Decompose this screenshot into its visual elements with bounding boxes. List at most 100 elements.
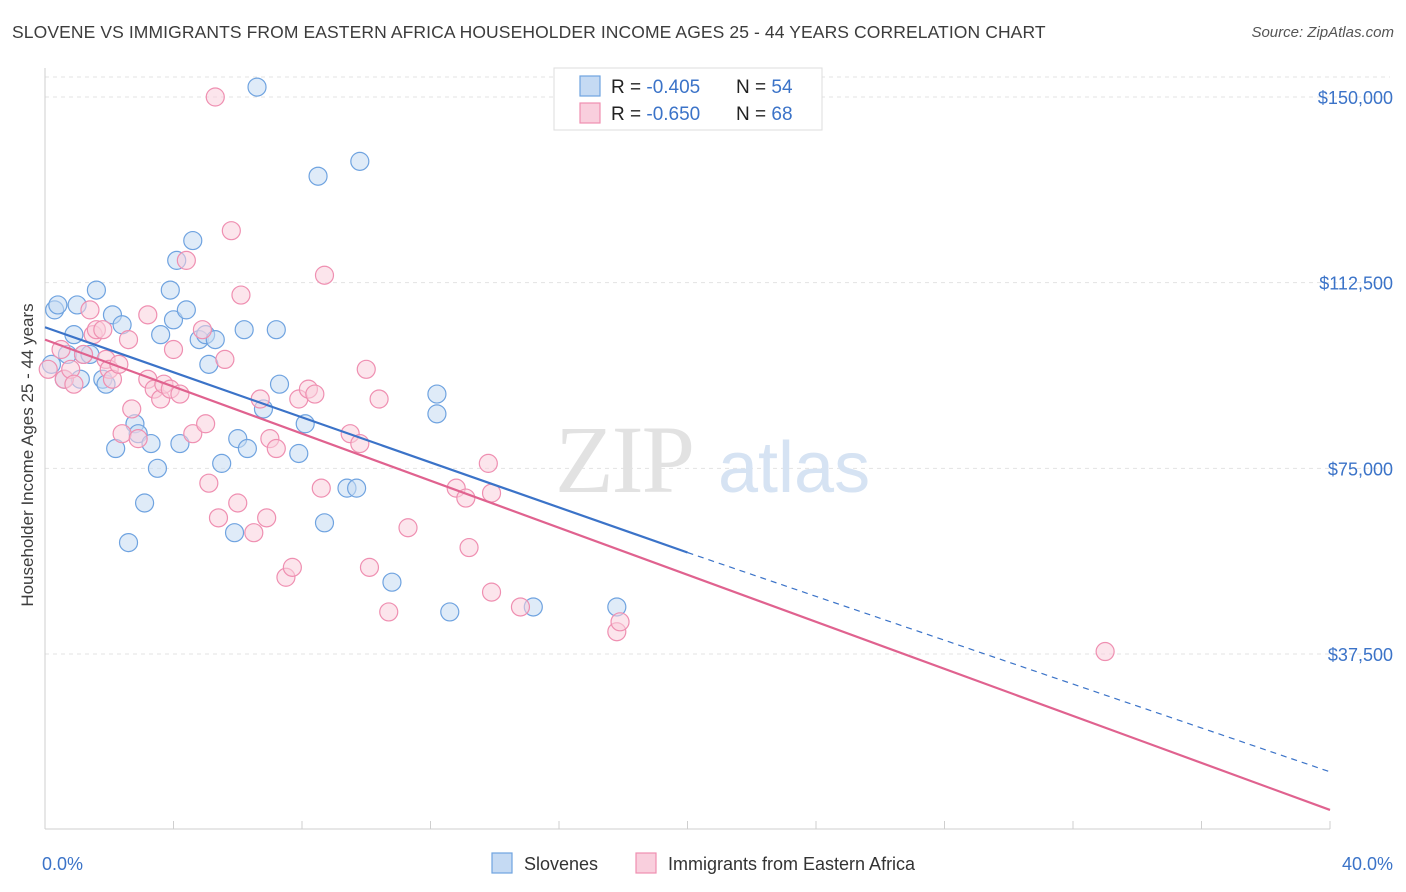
svg-text:R = -0.650: R = -0.650 bbox=[611, 104, 700, 125]
point-slovenes bbox=[176, 300, 196, 320]
point-slovenes bbox=[269, 374, 290, 394]
point-slovenes bbox=[183, 230, 203, 251]
y-axis-label: Householder Income Ages 25 - 44 years bbox=[18, 303, 37, 606]
legend-bottom-swatch-slovenes bbox=[491, 852, 513, 874]
x-tick-label-max: 40.0% bbox=[1342, 854, 1393, 874]
point-slovenes bbox=[347, 478, 367, 498]
point-slovenes bbox=[118, 532, 139, 553]
point-eastern-africa bbox=[266, 438, 286, 459]
point-eastern-africa bbox=[228, 493, 248, 513]
legend-bottom: Slovenes Immigrants from Eastern Africa bbox=[491, 852, 916, 874]
point-eastern-africa bbox=[478, 453, 498, 473]
y-tick-label: $37,500 bbox=[1328, 645, 1393, 665]
point-eastern-africa bbox=[221, 221, 241, 241]
svg-text:N = 68: N = 68 bbox=[736, 104, 793, 125]
point-eastern-africa bbox=[398, 518, 418, 538]
point-slovenes bbox=[440, 602, 460, 622]
point-eastern-africa bbox=[481, 582, 502, 602]
legend-bottom-label-eastern-africa: Immigrants from Eastern Africa bbox=[668, 854, 916, 874]
legend-bottom-swatch-eastern-africa bbox=[635, 852, 657, 874]
point-eastern-africa bbox=[244, 523, 264, 543]
legend-n-value: 68 bbox=[771, 104, 792, 125]
point-slovenes bbox=[350, 151, 370, 171]
legend-r-value: -0.405 bbox=[646, 77, 700, 98]
point-slovenes bbox=[314, 513, 335, 533]
grid-lines bbox=[45, 76, 1390, 655]
point-eastern-africa bbox=[215, 349, 235, 370]
point-eastern-africa bbox=[510, 597, 531, 617]
point-eastern-africa bbox=[205, 87, 225, 107]
watermark: ZIP atlas bbox=[555, 406, 870, 513]
y-tick-label: $150,000 bbox=[1318, 88, 1393, 108]
x-tick-label-min: 0.0% bbox=[42, 854, 83, 874]
point-eastern-africa bbox=[369, 389, 389, 409]
point-eastern-africa bbox=[208, 508, 229, 528]
point-eastern-africa bbox=[93, 320, 113, 340]
point-eastern-africa bbox=[118, 330, 139, 350]
point-eastern-africa bbox=[282, 557, 302, 577]
point-slovenes bbox=[147, 458, 168, 478]
point-slovenes bbox=[427, 384, 447, 404]
point-eastern-africa bbox=[1095, 641, 1115, 662]
point-eastern-africa bbox=[64, 374, 84, 394]
point-eastern-africa bbox=[356, 359, 376, 379]
point-eastern-africa bbox=[314, 265, 335, 285]
point-eastern-africa bbox=[311, 478, 331, 498]
point-slovenes bbox=[86, 280, 107, 300]
point-eastern-africa bbox=[192, 320, 213, 340]
legend-swatch-slovenes bbox=[579, 75, 601, 97]
point-slovenes bbox=[170, 433, 190, 454]
point-eastern-africa bbox=[305, 384, 325, 404]
legend-swatch-eastern-africa bbox=[579, 102, 601, 124]
point-slovenes bbox=[224, 523, 245, 543]
point-slovenes bbox=[234, 320, 254, 340]
point-eastern-africa bbox=[112, 424, 132, 444]
legend-n-label: N = bbox=[736, 104, 771, 125]
point-slovenes bbox=[151, 325, 171, 345]
point-eastern-africa bbox=[163, 339, 184, 360]
x-tick-labels: 0.0% 40.0% bbox=[42, 854, 1393, 874]
legend-n-value: 54 bbox=[771, 77, 793, 98]
point-eastern-africa bbox=[80, 300, 100, 320]
data-points bbox=[38, 77, 1115, 662]
point-eastern-africa bbox=[38, 359, 58, 379]
legend-bottom-label-slovenes: Slovenes bbox=[524, 854, 598, 874]
legend-top: R = -0.405 N = 54 R = -0.650 N = 68 bbox=[553, 67, 823, 131]
point-eastern-africa bbox=[231, 285, 251, 305]
point-slovenes bbox=[247, 77, 267, 97]
point-eastern-africa bbox=[183, 424, 203, 444]
legend-r-label: R = bbox=[611, 104, 646, 125]
watermark-atlas: atlas bbox=[718, 428, 870, 508]
legend-top-row-eastern-africa: R = -0.650 N = 68 bbox=[579, 102, 793, 125]
svg-text:N = 54: N = 54 bbox=[736, 77, 793, 98]
y-tick-label: $75,000 bbox=[1328, 459, 1393, 479]
trend-line-eastern-africa bbox=[44, 338, 1331, 811]
watermark-zip: ZIP bbox=[555, 406, 693, 513]
trend-line-slovenes-extension bbox=[687, 551, 1331, 773]
point-eastern-africa bbox=[459, 537, 479, 558]
point-slovenes bbox=[382, 572, 402, 592]
svg-text:R = -0.405: R = -0.405 bbox=[611, 77, 700, 98]
point-eastern-africa bbox=[176, 250, 196, 270]
point-slovenes bbox=[289, 443, 309, 464]
chart-title: SLOVENE VS IMMIGRANTS FROM EASTERN AFRIC… bbox=[12, 22, 1046, 42]
point-eastern-africa bbox=[610, 612, 630, 632]
legend-top-row-slovenes: R = -0.405 N = 54 bbox=[579, 75, 793, 98]
y-tick-label: $112,500 bbox=[1319, 274, 1393, 294]
y-tick-labels: $37,500 $75,000 $112,500 $150,000 bbox=[1318, 88, 1393, 665]
point-eastern-africa bbox=[379, 602, 399, 622]
point-slovenes bbox=[160, 280, 180, 300]
point-eastern-africa bbox=[128, 429, 148, 449]
source-note: Source: ZipAtlas.com bbox=[1251, 24, 1394, 41]
point-eastern-africa bbox=[199, 473, 219, 493]
point-slovenes bbox=[237, 438, 257, 459]
trend-lines bbox=[44, 326, 1331, 811]
point-slovenes bbox=[308, 166, 328, 186]
point-eastern-africa bbox=[196, 414, 216, 434]
point-slovenes bbox=[205, 330, 225, 350]
point-slovenes bbox=[212, 453, 232, 473]
axes bbox=[44, 68, 1331, 830]
point-slovenes bbox=[427, 404, 447, 424]
legend-r-label: R = bbox=[611, 77, 646, 98]
